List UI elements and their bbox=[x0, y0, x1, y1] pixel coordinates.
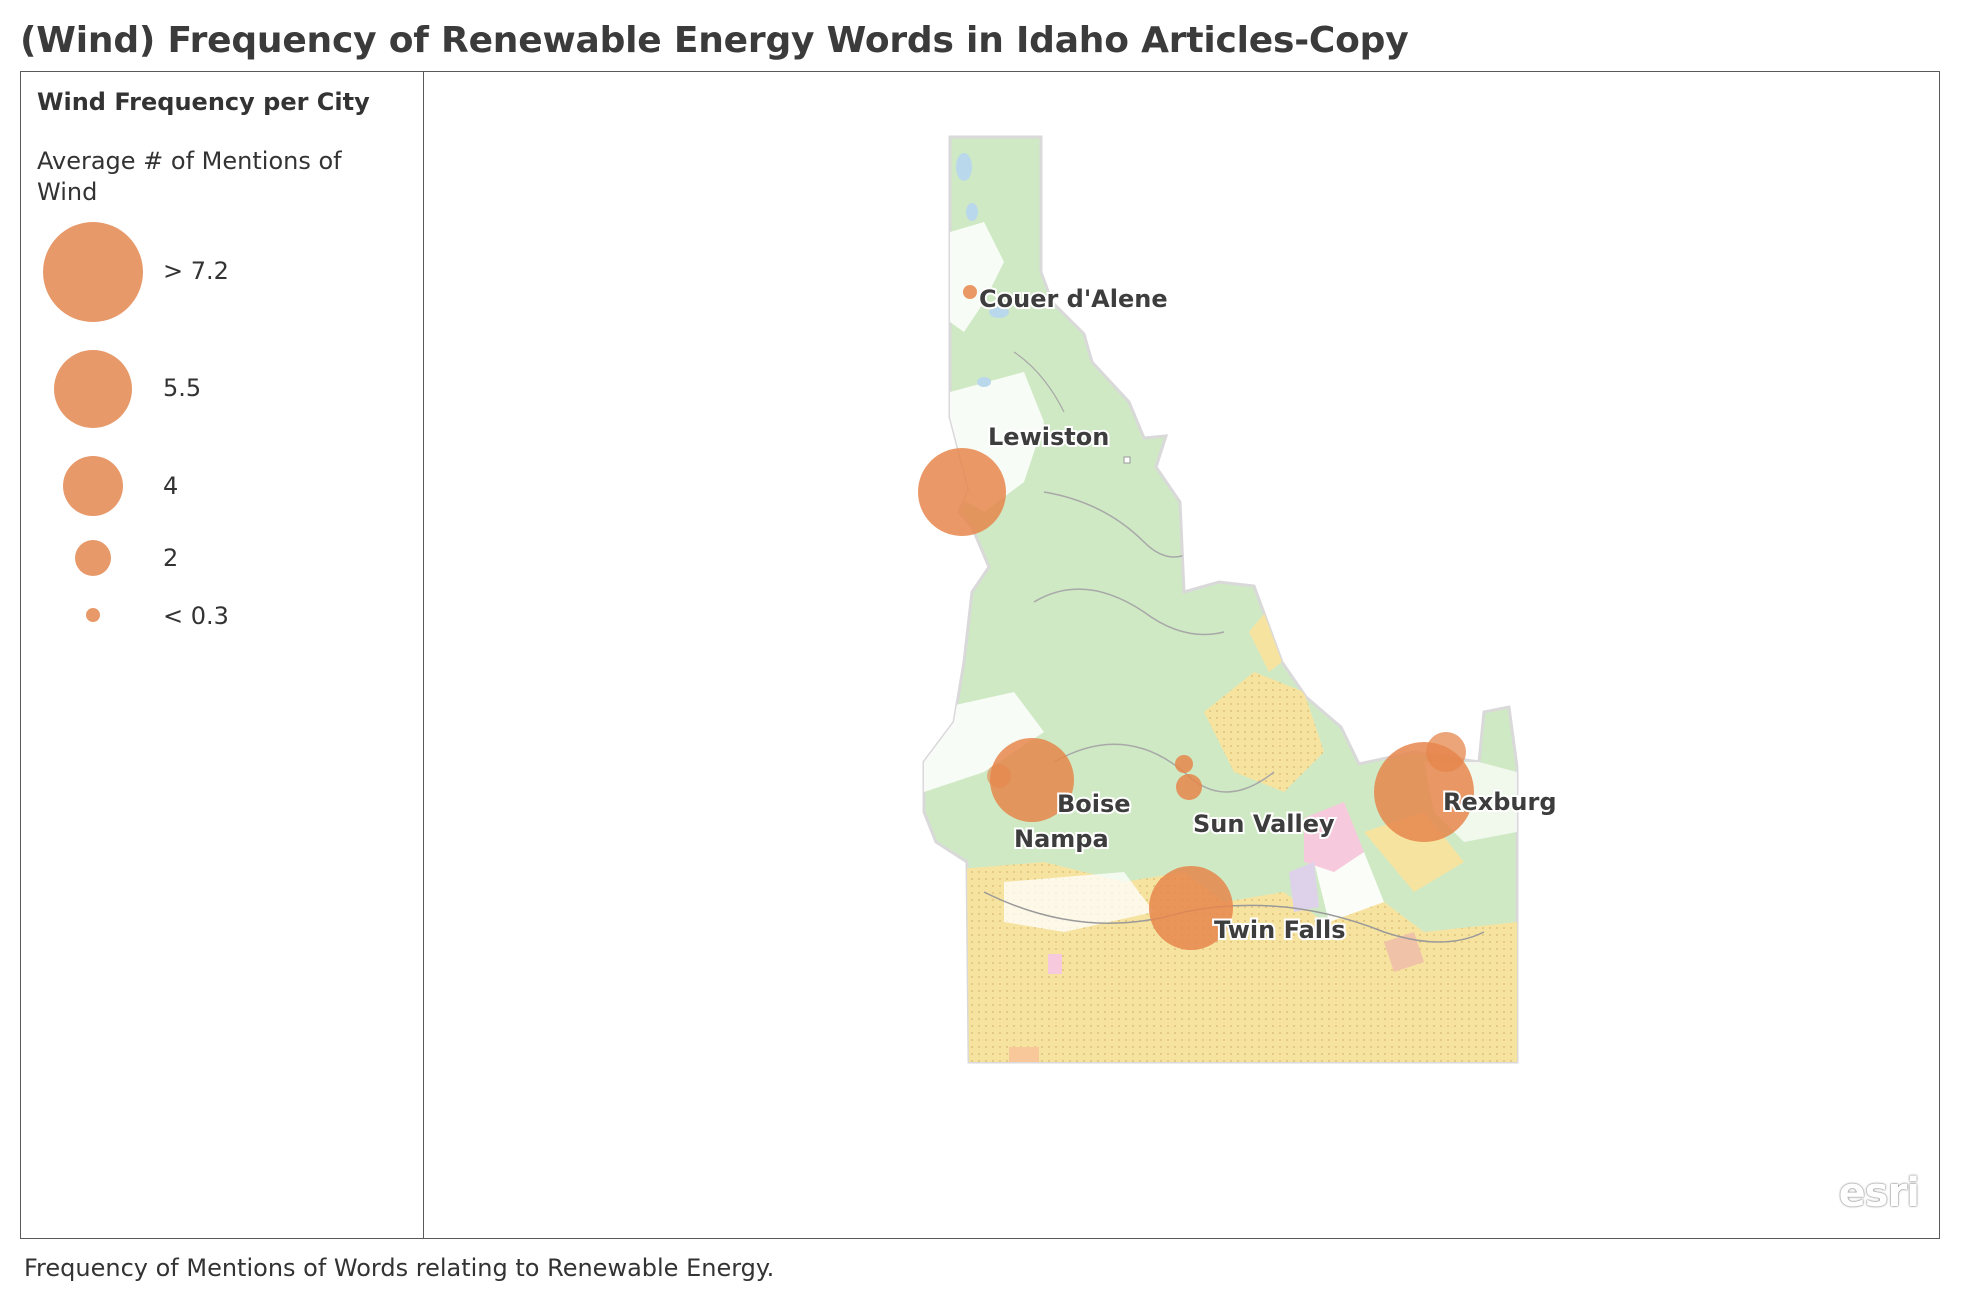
lewiston-symbol[interactable] bbox=[918, 448, 1006, 536]
legend-symbol bbox=[75, 540, 111, 576]
city-label-lewiston: Lewiston bbox=[988, 423, 1109, 451]
legend-label: < 0.3 bbox=[163, 602, 229, 630]
legend-item: 2 bbox=[21, 540, 421, 660]
map-frame: Wind Frequency per City Average # of Men… bbox=[20, 71, 1940, 1239]
city-label-sun-valley: Sun Valley bbox=[1193, 810, 1335, 838]
city-label-layer: Couer d'Alene Lewiston Boise Nampa Sun V… bbox=[977, 283, 1559, 946]
legend-symbol bbox=[86, 608, 100, 622]
legend-label: 5.5 bbox=[163, 374, 202, 402]
footer-caption: Frequency of Mentions of Words relating … bbox=[24, 1254, 775, 1282]
legend-symbol bbox=[43, 222, 143, 322]
legend-item: 5.5 bbox=[21, 350, 421, 470]
city-label-rexburg: Rexburg bbox=[1443, 788, 1557, 816]
sun-valley-symbol-2[interactable] bbox=[1176, 774, 1202, 800]
legend-item: > 7.2 bbox=[21, 222, 421, 342]
idaho-map[interactable]: Couer d'Alene Lewiston Boise Nampa Sun V… bbox=[424, 72, 1939, 1238]
map-view[interactable]: Couer d'Alene Lewiston Boise Nampa Sun V… bbox=[424, 72, 1939, 1238]
sun-valley-symbol[interactable] bbox=[1175, 755, 1193, 773]
legend-symbol bbox=[63, 456, 123, 516]
nampa-symbol[interactable] bbox=[990, 738, 1074, 822]
legend-item: 4 bbox=[21, 456, 421, 576]
legend-symbol bbox=[54, 350, 132, 428]
couer-dalene-symbol[interactable] bbox=[963, 285, 977, 299]
legend-subheading: Average # of Mentions of Wind bbox=[37, 147, 342, 206]
legend-heading: Wind Frequency per City bbox=[37, 88, 370, 116]
city-symbol-layer bbox=[918, 285, 1474, 950]
twin-falls-symbol[interactable] bbox=[1149, 866, 1233, 950]
city-label-couer-dalene: Couer d'Alene bbox=[979, 285, 1168, 313]
legend-label: 4 bbox=[163, 472, 179, 500]
city-label-boise: Boise bbox=[1057, 790, 1131, 818]
legend-panel: Wind Frequency per City Average # of Men… bbox=[21, 72, 424, 1238]
esri-logo: esri bbox=[1838, 1170, 1920, 1216]
city-label-nampa: Nampa bbox=[1014, 825, 1109, 853]
legend-item: < 0.3 bbox=[21, 602, 421, 728]
rexburg-symbol-2[interactable] bbox=[1426, 732, 1466, 772]
legend-label: 2 bbox=[163, 544, 179, 572]
city-label-twin-falls: Twin Falls bbox=[1214, 916, 1346, 944]
page-title: (Wind) Frequency of Renewable Energy Wor… bbox=[20, 20, 1409, 61]
legend-label: > 7.2 bbox=[163, 257, 229, 285]
